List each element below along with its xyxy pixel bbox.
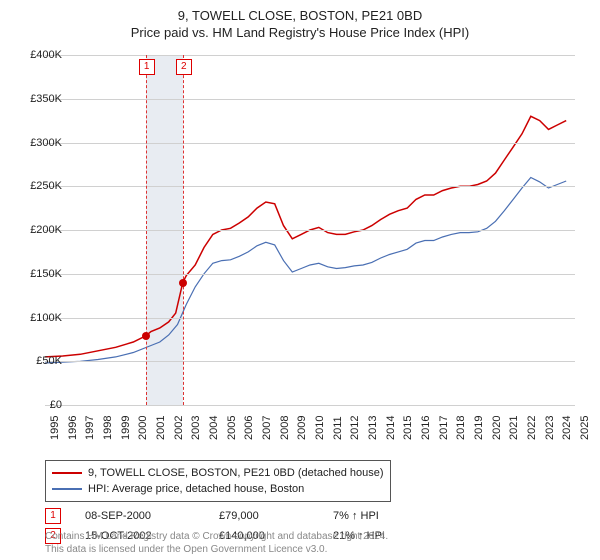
chart-titles: 9, TOWELL CLOSE, BOSTON, PE21 0BD Price …	[0, 0, 600, 40]
xtick-label: 2025	[579, 416, 591, 440]
xtick-label: 2023	[544, 416, 556, 440]
license-text: Contains HM Land Registry data © Crown c…	[45, 530, 388, 556]
title-subtitle: Price paid vs. HM Land Registry's House …	[0, 25, 600, 40]
xtick-label: 2011	[332, 416, 344, 440]
plot-region: 12	[45, 55, 575, 405]
xtick-label: 2006	[243, 416, 255, 440]
xtick-label: 2018	[455, 416, 467, 440]
xtick-label: 1999	[120, 416, 132, 440]
license-line1: Contains HM Land Registry data © Crown c…	[45, 530, 388, 543]
xtick-label: 2009	[296, 416, 308, 440]
xtick-label: 1998	[102, 416, 114, 440]
xtick-label: 2013	[367, 416, 379, 440]
callout-marker: 1	[139, 59, 155, 75]
xtick-label: 2014	[385, 416, 397, 440]
xtick-label: 2005	[226, 416, 238, 440]
ytick-label: £250K	[7, 180, 62, 192]
ytick-label: £50K	[7, 355, 62, 367]
xtick-label: 2007	[261, 416, 273, 440]
xtick-label: 2010	[314, 416, 326, 440]
ytick-label: £400K	[7, 49, 62, 61]
xtick-label: 2003	[190, 416, 202, 440]
legend-row: HPI: Average price, detached house, Bost…	[52, 481, 384, 497]
title-address: 9, TOWELL CLOSE, BOSTON, PE21 0BD	[0, 8, 600, 23]
sale-row: 108-SEP-2000£79,0007% ↑ HPI	[45, 508, 575, 524]
callout-marker: 2	[176, 59, 192, 75]
xtick-label: 2004	[208, 416, 220, 440]
legend-row: 9, TOWELL CLOSE, BOSTON, PE21 0BD (detac…	[52, 465, 384, 481]
xtick-label: 2008	[279, 416, 291, 440]
series-hpi	[45, 178, 566, 364]
xtick-label: 1996	[67, 416, 79, 440]
ytick-label: £200K	[7, 224, 62, 236]
xtick-label: 2019	[473, 416, 485, 440]
xtick-label: 2015	[402, 416, 414, 440]
ytick-label: £0	[7, 399, 62, 411]
license-line2: This data is licensed under the Open Gov…	[45, 543, 388, 556]
ytick-label: £150K	[7, 268, 62, 280]
ytick-label: £300K	[7, 137, 62, 149]
ytick-label: £100K	[7, 312, 62, 324]
xtick-label: 2021	[508, 416, 520, 440]
xtick-label: 1997	[84, 416, 96, 440]
legend-box: 9, TOWELL CLOSE, BOSTON, PE21 0BD (detac…	[45, 460, 391, 502]
xtick-label: 2001	[155, 416, 167, 440]
xtick-label: 1995	[49, 416, 61, 440]
x-axis-labels: 1995 1996 1997 1998 1999 2000 2001 2002 2003 2004…	[45, 408, 575, 463]
xtick-label: 2017	[438, 416, 450, 440]
ytick-label: £350K	[7, 93, 62, 105]
xtick-label: 2024	[561, 416, 573, 440]
xtick-label: 2012	[349, 416, 361, 440]
series-property	[45, 116, 566, 357]
xtick-label: 2016	[420, 416, 432, 440]
chart-area: 12	[45, 55, 575, 405]
xtick-label: 2020	[491, 416, 503, 440]
xtick-label: 2000	[137, 416, 149, 440]
xtick-label: 2022	[526, 416, 538, 440]
xtick-label: 2002	[173, 416, 185, 440]
